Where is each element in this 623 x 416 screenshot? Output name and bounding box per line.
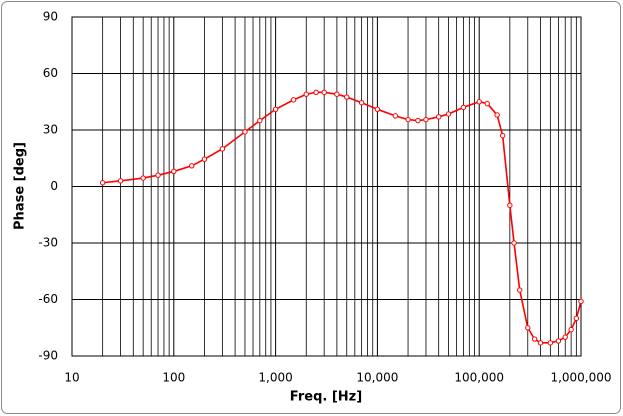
x-tick-label: 100: [162, 371, 185, 385]
data-point: [537, 340, 544, 346]
x-tick-label: 10: [64, 371, 79, 385]
y-tick-label: -30: [38, 236, 58, 250]
data-point: [573, 315, 580, 322]
data-point: [257, 117, 263, 124]
data-point: [374, 106, 381, 112]
data-point: [562, 334, 568, 340]
data-point: [507, 202, 513, 209]
y-tick-label: 60: [43, 66, 58, 80]
data-point: [117, 178, 124, 184]
data-point: [460, 104, 467, 111]
x-tick-label: 100,000: [454, 371, 504, 385]
data-point: [531, 336, 538, 342]
data-point: [476, 99, 482, 105]
plot-border: [71, 16, 582, 357]
data-point: [525, 325, 531, 331]
data-point: [201, 156, 208, 162]
data-point: [568, 326, 574, 333]
data-point: [272, 106, 279, 112]
data-point: [555, 338, 562, 344]
data-point: [358, 99, 365, 106]
y-tick-label: 30: [43, 123, 58, 137]
y-tick-label: -60: [38, 292, 58, 306]
data-point: [547, 340, 554, 346]
data-point: [321, 89, 327, 96]
data-point: [303, 91, 309, 97]
y-tick-label: 0: [50, 179, 58, 193]
data-point: [405, 116, 411, 123]
y-tick-label: 90: [43, 10, 58, 24]
data-point: [435, 114, 442, 120]
x-tick-label: 1,000,000: [550, 371, 611, 385]
data-point: [242, 129, 248, 135]
x-tick-label: 10,000: [356, 371, 398, 385]
data-point: [155, 172, 161, 178]
data-point: [313, 89, 319, 96]
data-point: [484, 100, 490, 107]
data-point: [290, 97, 297, 103]
data-point: [344, 94, 350, 100]
data-point: [578, 298, 584, 305]
data-point: [392, 113, 399, 119]
data-point: [219, 146, 226, 152]
data-point: [189, 163, 195, 169]
y-tick-label: -90: [38, 349, 58, 363]
data-point: [171, 168, 177, 175]
x-tick-label: 1,000: [258, 371, 292, 385]
data-point: [140, 175, 146, 181]
data-point: [499, 132, 506, 139]
data-point: [99, 180, 106, 186]
y-axis-title: Phase [deg]: [13, 142, 28, 230]
data-point: [423, 116, 429, 123]
data-point: [511, 240, 517, 246]
data-point: [517, 287, 523, 293]
data-point: [334, 91, 340, 97]
data-point: [494, 112, 500, 118]
data-point: [415, 117, 421, 124]
data-point: [445, 111, 452, 117]
x-axis-title: Freq. [Hz]: [290, 390, 362, 405]
